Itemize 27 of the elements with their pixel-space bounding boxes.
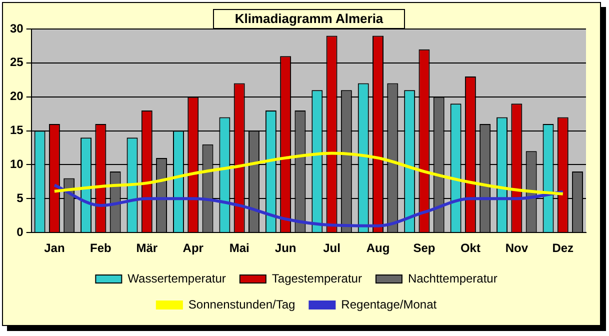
x-tick-label: Aug bbox=[366, 241, 390, 256]
x-tick-label: Dez bbox=[552, 241, 574, 256]
line-series bbox=[52, 184, 564, 228]
chart-title: Klimadiagramm Almeria bbox=[213, 9, 405, 29]
x-tick-label: Mai bbox=[229, 241, 250, 256]
y-tick-label: 10 bbox=[10, 157, 24, 172]
x-tick-label: Jun bbox=[274, 241, 296, 256]
legend-label: Tagestemperatur bbox=[272, 271, 362, 286]
x-tick-label: Feb bbox=[90, 241, 112, 256]
y-tick-label: 5 bbox=[16, 190, 24, 205]
legend-label: Regentage/Monat bbox=[341, 297, 438, 312]
x-tick-label: Sep bbox=[413, 241, 436, 256]
legend-label: Wassertemperatur bbox=[128, 271, 226, 286]
legend-label: Sonnenstunden/Tag bbox=[188, 297, 296, 312]
y-tick-label: 0 bbox=[16, 224, 24, 239]
legend-label: Nachttemperatur bbox=[408, 271, 498, 286]
x-tick-label: Nov bbox=[505, 241, 528, 256]
x-tick-label: Mär bbox=[136, 241, 158, 256]
x-tick-label: Apr bbox=[182, 241, 204, 256]
y-tick-label: 30 bbox=[10, 21, 24, 36]
x-tick-label: Okt bbox=[460, 241, 480, 256]
x-tick-label: Jul bbox=[323, 241, 340, 256]
line-series bbox=[52, 152, 564, 196]
y-tick-label: 25 bbox=[10, 55, 24, 70]
y-tick-label: 20 bbox=[10, 89, 24, 104]
x-tick-label: Jan bbox=[44, 241, 65, 256]
y-tick-label: 15 bbox=[10, 123, 24, 138]
